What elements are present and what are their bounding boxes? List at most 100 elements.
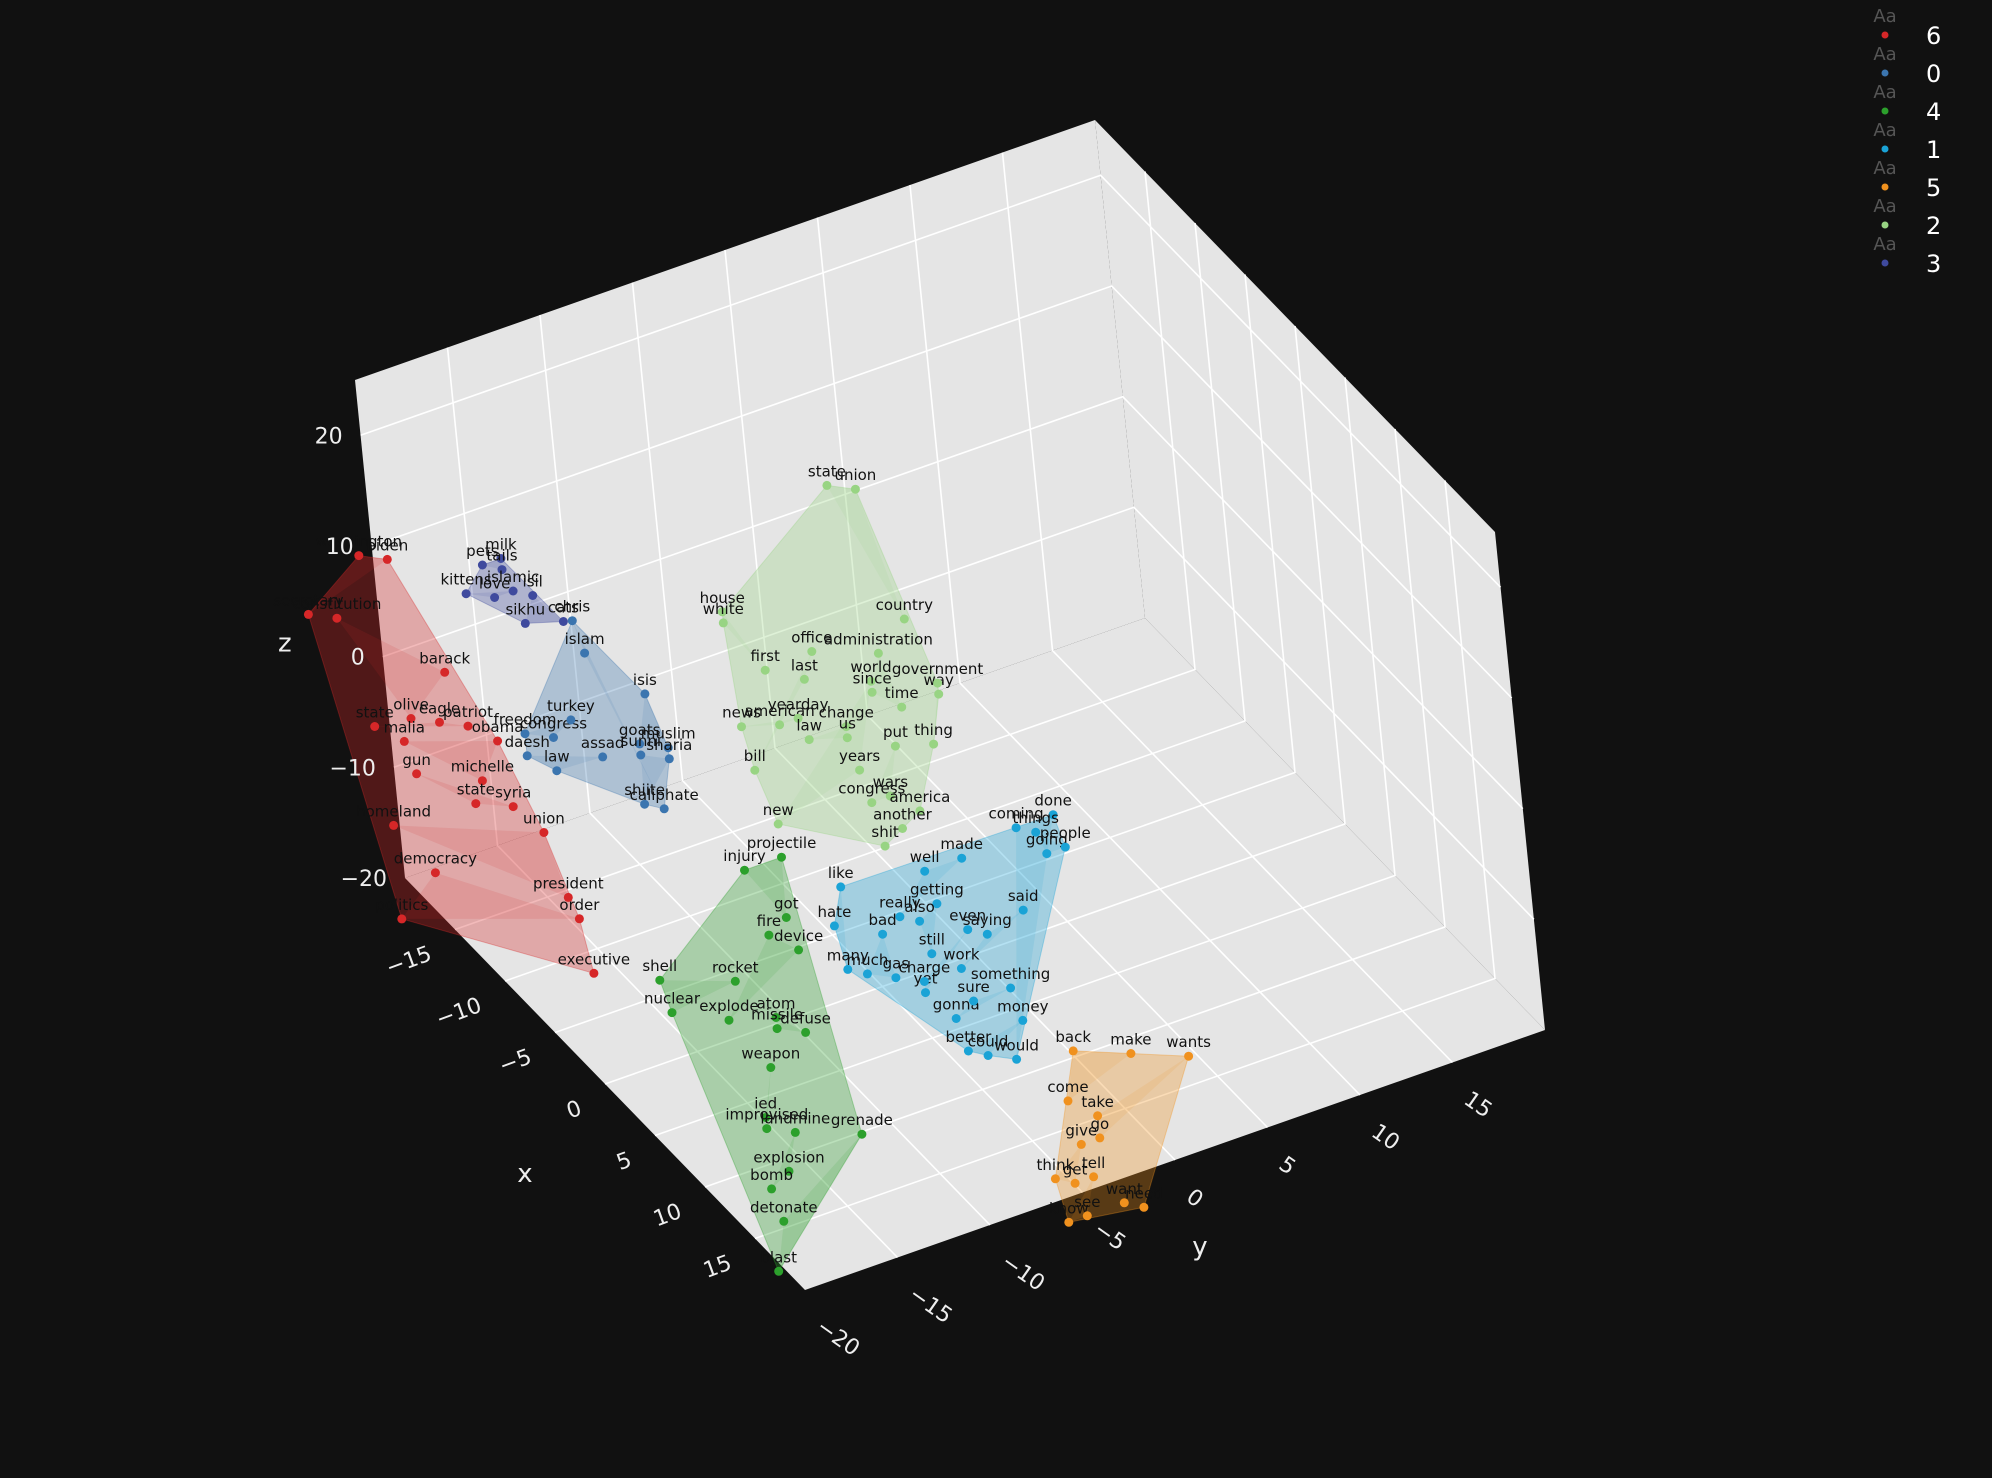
point-label: washington	[316, 533, 403, 551]
point-label: want	[1106, 1180, 1143, 1198]
legend-item-label[interactable]: 0	[1926, 60, 1941, 88]
data-point	[822, 480, 832, 490]
z-tick-label: −10	[329, 756, 375, 781]
data-point	[767, 1184, 777, 1194]
data-point	[1093, 1111, 1103, 1121]
point-label: would	[994, 1036, 1039, 1054]
data-point	[740, 865, 749, 875]
data-point	[771, 1013, 781, 1022]
point-label: bill	[744, 747, 766, 765]
point-label: milk	[485, 536, 517, 554]
z-tick-label: 20	[315, 424, 343, 449]
legend-item-label[interactable]: 3	[1926, 250, 1941, 278]
data-point	[477, 776, 487, 786]
data-point	[430, 868, 440, 878]
data-point	[766, 1063, 776, 1072]
y-axis-title: y	[1192, 1232, 1207, 1262]
point-label: make	[1110, 1031, 1151, 1049]
data-point	[775, 720, 785, 730]
point-label: defuse	[780, 1009, 831, 1027]
data-point	[862, 969, 872, 979]
point-label: news	[722, 704, 761, 722]
cluster-facet-6	[404, 741, 498, 781]
cluster-facet-2	[741, 718, 799, 727]
legend-item-label[interactable]: 5	[1926, 174, 1941, 202]
point-label: freedom	[494, 711, 557, 729]
data-point	[589, 968, 599, 978]
legend-item-label[interactable]: 6	[1926, 22, 1941, 50]
point-label: chris	[554, 598, 590, 616]
cluster-facet-2	[872, 653, 902, 708]
point-label: constitution	[292, 595, 381, 613]
data-point	[332, 613, 342, 623]
cluster-facet-6	[308, 555, 388, 615]
point-label: wars	[873, 773, 909, 791]
data-point	[655, 975, 665, 985]
data-point	[963, 925, 973, 935]
cluster-facet-2	[826, 485, 905, 619]
point-label: shell	[642, 957, 677, 975]
point-label: detonate	[750, 1198, 818, 1216]
point-label: union	[523, 810, 565, 828]
data-point	[1064, 1217, 1074, 1227]
point-label: biden	[366, 536, 408, 554]
point-label: done	[1034, 792, 1071, 810]
point-label: landmine	[760, 1109, 830, 1127]
legend-item-label[interactable]: 4	[1926, 98, 1941, 126]
point-label: another	[873, 806, 932, 824]
point-label: hate	[817, 903, 851, 921]
point-label: well	[910, 848, 940, 866]
z-tick-label: 10	[326, 535, 354, 560]
data-point	[370, 722, 380, 731]
data-point	[1060, 842, 1070, 852]
point-label: years	[839, 747, 880, 765]
point-label: injury	[723, 847, 766, 865]
point-label: rocket	[712, 958, 759, 976]
legend-marker[interactable]	[1881, 145, 1889, 153]
legend-item-label[interactable]: 1	[1926, 136, 1941, 164]
point-label: time	[885, 684, 919, 702]
data-point	[640, 689, 650, 699]
point-label: get	[1063, 1160, 1088, 1178]
point-label: secretary	[273, 591, 344, 609]
data-point	[891, 973, 901, 983]
point-label: back	[1055, 1028, 1091, 1046]
point-label: charge	[899, 959, 951, 977]
point-label: new	[763, 801, 794, 819]
point-label: think	[1037, 1156, 1075, 1174]
legend-marker[interactable]	[1881, 107, 1889, 115]
legend-marker[interactable]	[1881, 69, 1889, 77]
data-point	[855, 765, 865, 775]
legend-marker[interactable]	[1881, 183, 1889, 191]
cluster-facet-0	[525, 719, 571, 738]
point-label: kittens	[441, 571, 492, 589]
data-point	[921, 988, 930, 998]
point-label: fire	[757, 912, 782, 930]
data-point	[303, 609, 313, 619]
data-point	[724, 1015, 734, 1025]
data-point	[932, 899, 942, 909]
data-point	[951, 1014, 961, 1023]
data-point	[1139, 1202, 1149, 1212]
legend-marker[interactable]	[1881, 259, 1889, 267]
cluster-facet-5	[1068, 1050, 1131, 1101]
data-point	[636, 750, 646, 760]
point-label: work	[943, 946, 980, 964]
data-point	[477, 560, 487, 570]
legend-marker[interactable]	[1881, 221, 1889, 229]
point-label: device	[774, 927, 823, 945]
legend-marker[interactable]	[1881, 31, 1889, 39]
data-point	[664, 754, 674, 764]
legend-item-label[interactable]: 2	[1926, 212, 1941, 240]
cluster-facet-0	[527, 755, 603, 771]
cluster-facet-6	[336, 618, 445, 719]
data-point	[412, 769, 422, 779]
z-axis-title: z	[278, 629, 292, 659]
point-label: country	[876, 596, 933, 614]
point-label: could	[968, 1033, 1009, 1051]
data-point	[915, 916, 925, 926]
point-label: shit	[871, 823, 898, 841]
point-label: still	[919, 931, 945, 949]
point-label: islamic	[487, 568, 539, 586]
